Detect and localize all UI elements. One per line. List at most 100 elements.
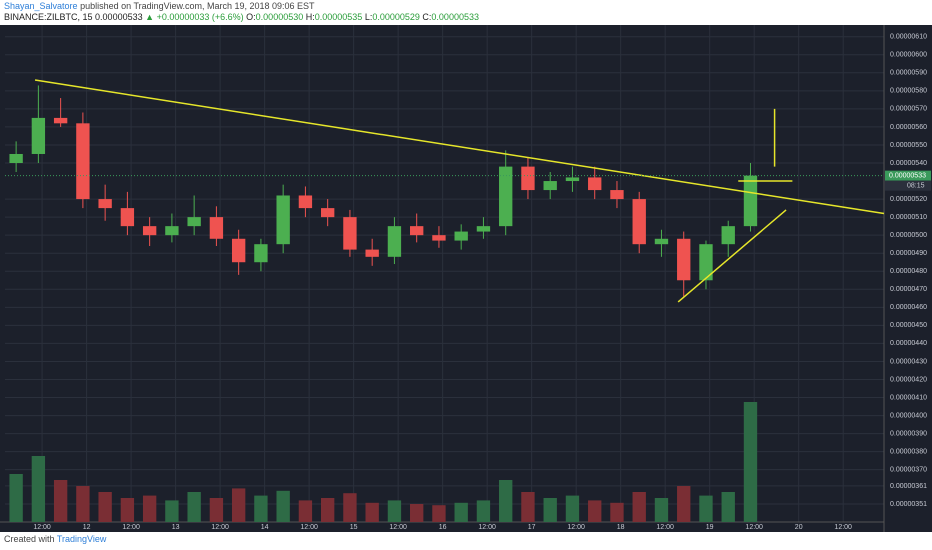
- volume-bar: [654, 498, 669, 522]
- volume-bar: [610, 502, 624, 522]
- candle-body: [231, 238, 246, 263]
- y-tick-label: 0.00000440: [890, 340, 927, 347]
- y-tick-label: 0.00000590: [890, 70, 927, 77]
- y-tick-label: 0.00000420: [890, 376, 927, 383]
- volume-bar: [343, 493, 357, 522]
- volume-bar: [76, 486, 90, 522]
- candle-body: [120, 208, 135, 227]
- x-tick-label: 15: [350, 524, 358, 531]
- x-tick-label: 12:00: [656, 524, 674, 531]
- volume-bar: [721, 492, 735, 522]
- l-lbl: L:: [364, 12, 373, 22]
- x-tick-label: 12:00: [478, 524, 496, 531]
- candle-body: [276, 195, 290, 245]
- volume-bar: [231, 488, 246, 522]
- x-tick-label: 12:00: [745, 524, 763, 531]
- candle-body: [209, 217, 224, 239]
- volume-bar: [743, 402, 758, 522]
- y-tick-label: 0.00000560: [890, 124, 927, 131]
- candle-body: [142, 226, 157, 236]
- candle-body: [254, 244, 268, 263]
- y-tick-label: 0.00000430: [890, 358, 927, 365]
- plot-bg: [0, 25, 932, 532]
- volume-bar: [588, 500, 602, 522]
- y-tick-label: 0.00000610: [890, 34, 927, 41]
- volume-bar: [677, 486, 691, 522]
- y-tick-label: 0.00000600: [890, 52, 927, 59]
- up-arrow: ▲: [145, 12, 155, 22]
- candle-body: [76, 123, 90, 200]
- candle-body: [298, 195, 313, 209]
- candle-body: [654, 238, 669, 245]
- volume-bar: [565, 495, 580, 522]
- volume-bar: [209, 498, 224, 522]
- countdown-tag: [885, 180, 931, 191]
- candle-body: [432, 235, 446, 241]
- symbol: BINANCE:ZILBTC, 15: [4, 12, 93, 22]
- published: published on TradingView.com, March 19, …: [80, 1, 315, 11]
- x-tick-label: 12:00: [834, 524, 852, 531]
- y-tick-label: 0.00000410: [890, 394, 927, 401]
- candle-body: [320, 208, 335, 218]
- o-val: 0.00000530: [255, 12, 304, 22]
- candle-body: [343, 217, 357, 250]
- volume-bar: [410, 504, 424, 522]
- volume-bar: [298, 500, 313, 522]
- price-tag-label: 0.00000533: [889, 172, 926, 179]
- brand[interactable]: TradingView: [56, 534, 107, 544]
- y-tick-label: 0.00000351: [890, 501, 927, 508]
- y-tick-label: 0.00000460: [890, 304, 927, 311]
- l-val: 0.00000529: [372, 12, 420, 22]
- candle-body: [721, 226, 735, 245]
- y-tick-label: 0.00000500: [890, 232, 927, 239]
- volume-bar: [699, 495, 713, 522]
- y-tick-label: 0.00000361: [890, 483, 927, 490]
- change: +0.00000033 (+6.6%): [156, 12, 244, 22]
- candle-body: [743, 175, 758, 227]
- y-tick-label: 0.00000510: [890, 214, 927, 221]
- candle-body: [187, 217, 201, 227]
- candle-body: [588, 177, 602, 191]
- x-tick-label: 13: [172, 524, 180, 531]
- volume-bar: [31, 456, 46, 522]
- y-tick-label: 0.00000470: [890, 286, 927, 293]
- volume-bar: [276, 490, 290, 522]
- x-tick-label: 12:00: [567, 524, 585, 531]
- trendline: [677, 209, 787, 303]
- symbol-line: BINANCE:ZILBTC, 15 0.00000533 ▲ +0.00000…: [4, 12, 479, 22]
- x-tick-label: 12:00: [33, 524, 51, 531]
- volume-bar: [454, 502, 468, 522]
- c-val: 0.00000533: [431, 12, 479, 22]
- y-tick-label: 0.00000480: [890, 268, 927, 275]
- candle-body: [53, 117, 68, 124]
- created: Created with: [4, 534, 55, 544]
- x-tick-label: 16: [439, 524, 447, 531]
- candle-body: [98, 199, 112, 209]
- y-tick-label: 0.00000540: [890, 160, 927, 167]
- y-tick-label: 0.00000580: [890, 88, 927, 95]
- volume-bar: [521, 492, 535, 522]
- candle-body: [410, 226, 424, 236]
- y-tick-label: 0.00000570: [890, 106, 927, 113]
- volume-bar: [387, 500, 402, 522]
- y-tick-label: 0.00000380: [890, 448, 927, 455]
- candle-body: [543, 181, 557, 191]
- chart: 0.00000610 0.00000600 0.00000590 0.00000580…: [0, 25, 932, 532]
- candle-body: [476, 226, 491, 232]
- x-tick-label: 14: [261, 524, 269, 531]
- candle-body: [387, 226, 402, 257]
- candle-body: [499, 166, 513, 227]
- author[interactable]: Shayan_Salvatore: [4, 1, 78, 11]
- volume-bar: [142, 495, 157, 522]
- y-tick-label: 0.00000400: [890, 412, 927, 419]
- y-tick-label: 0.00000490: [890, 250, 927, 257]
- x-tick-label: 17: [528, 524, 536, 531]
- y-tick-label: 0.00000390: [890, 430, 927, 437]
- countdown-label: 08:15: [907, 182, 925, 189]
- candle-body: [9, 153, 23, 164]
- candle-body: [632, 199, 646, 245]
- volume-bar: [632, 492, 646, 522]
- volume-bar: [543, 498, 557, 522]
- o-lbl: O:: [246, 12, 256, 22]
